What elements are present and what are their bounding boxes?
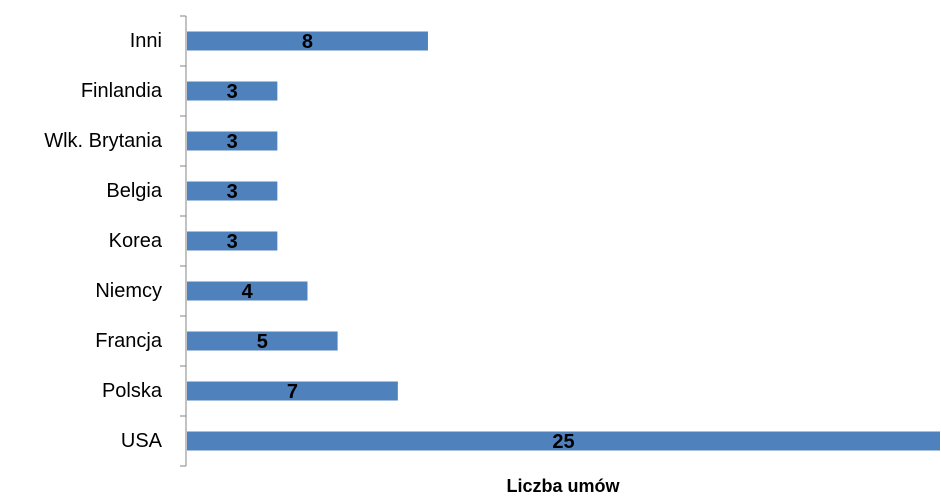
bar-wlk-brytania bbox=[187, 131, 278, 151]
x-axis-title: Liczba umów bbox=[506, 476, 620, 496]
data-label: 3 bbox=[227, 81, 238, 103]
data-label: 25 bbox=[552, 431, 574, 453]
data-label: 3 bbox=[227, 131, 238, 153]
data-label: 5 bbox=[257, 331, 268, 353]
data-label: 7 bbox=[287, 381, 298, 403]
bar-korea bbox=[187, 231, 278, 251]
category-label: Polska bbox=[102, 380, 163, 402]
category-label: Inni bbox=[130, 30, 162, 52]
category-label: Belgia bbox=[106, 180, 162, 202]
bar-finlandia bbox=[187, 81, 278, 101]
category-label: Wlk. Brytania bbox=[44, 130, 163, 152]
bar-belgia bbox=[187, 181, 278, 201]
data-labels: 25 7 5 4 3 3 3 3 8 bbox=[227, 31, 575, 453]
data-label: 3 bbox=[227, 231, 238, 253]
bars bbox=[187, 31, 940, 451]
category-label: Francja bbox=[95, 330, 163, 352]
bar-inni bbox=[187, 31, 428, 51]
data-label: 8 bbox=[302, 31, 313, 53]
category-label: Niemcy bbox=[95, 280, 162, 302]
category-label: Korea bbox=[109, 230, 163, 252]
bar-francja bbox=[187, 331, 338, 351]
y-axis bbox=[180, 15, 187, 467]
category-label: Finlandia bbox=[81, 80, 163, 102]
category-label: USA bbox=[121, 430, 163, 452]
bar-polska bbox=[187, 381, 398, 401]
bar-usa bbox=[187, 431, 940, 451]
data-label: 3 bbox=[227, 181, 238, 203]
category-labels: USA Polska Francja Niemcy Korea Belgia Wlk. Br… bbox=[44, 30, 163, 452]
bar-niemcy bbox=[187, 281, 308, 301]
data-label: 4 bbox=[242, 281, 254, 303]
